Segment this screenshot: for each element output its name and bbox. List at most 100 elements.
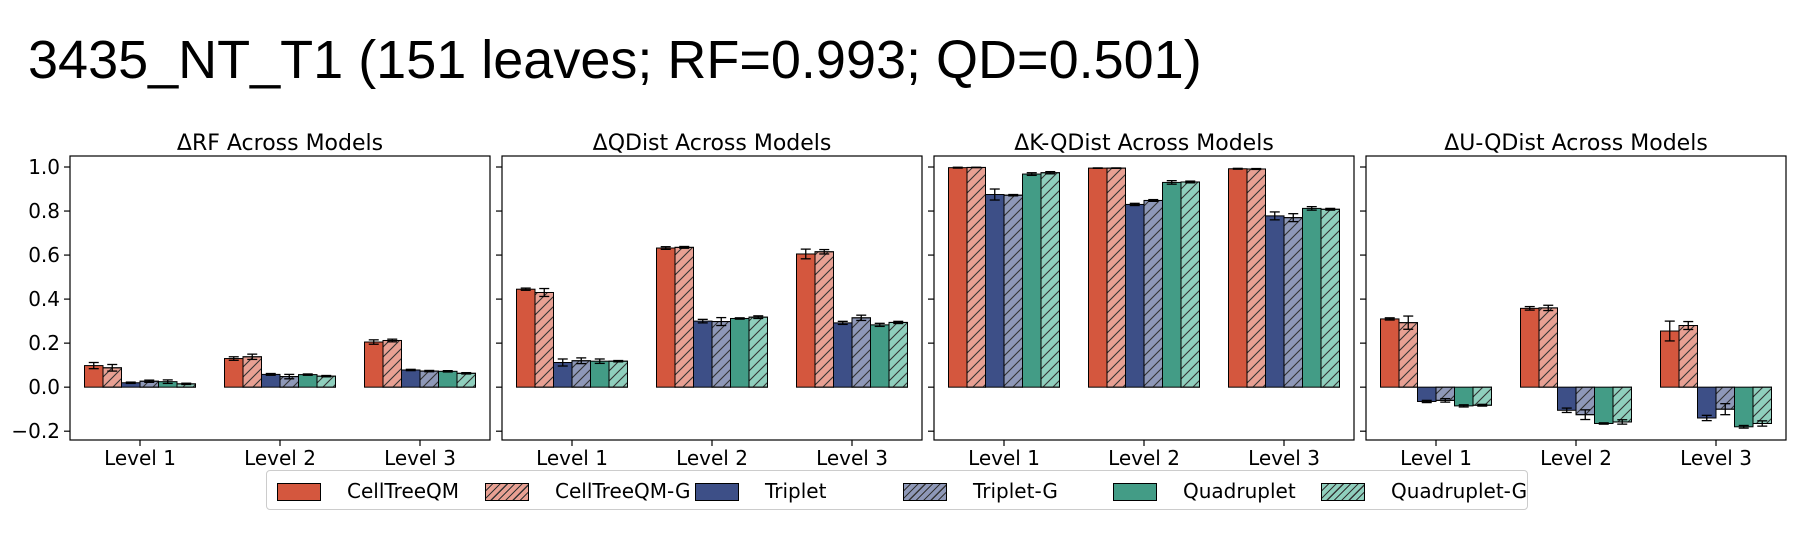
bar — [1302, 207, 1322, 388]
bar-hatch — [534, 291, 554, 388]
panel-title: ΔK-QDist Across Models — [1014, 131, 1274, 156]
bar — [364, 341, 384, 388]
x-tick-label: Level 3 — [384, 446, 456, 470]
bar — [1734, 386, 1754, 428]
bar — [730, 317, 750, 388]
legend-label: Quadruplet — [1183, 479, 1296, 503]
y-tick-label: 0.6 — [28, 243, 60, 267]
bar — [1162, 181, 1182, 388]
bar — [1697, 386, 1717, 419]
y-tick-label: 0.2 — [28, 331, 60, 355]
bar-hatch — [419, 370, 439, 388]
bar — [516, 288, 536, 388]
x-tick-label: Level 2 — [676, 446, 748, 470]
bar — [261, 373, 281, 388]
x-tick-label: Level 2 — [1108, 446, 1180, 470]
y-tick-label: −0.2 — [11, 419, 60, 443]
legend-swatch — [695, 483, 739, 501]
bar-hatch — [456, 372, 476, 388]
bar — [1088, 167, 1108, 388]
bar — [833, 322, 853, 388]
bar — [796, 253, 816, 388]
bar-hatch — [1538, 307, 1558, 388]
legend-swatch — [903, 483, 947, 501]
bar — [1557, 386, 1577, 411]
panel-2: ΔQDist Across Models Level 1 Level 2 Level … — [496, 131, 923, 470]
x-tick-label: Level 3 — [1248, 446, 1320, 470]
panel-3: ΔK-QDist Across Models Level 1 Level 2 Leve… — [928, 131, 1355, 470]
legend-label: CellTreeQM-G — [555, 479, 691, 503]
legend-label: CellTreeQM — [347, 479, 460, 503]
bar — [870, 324, 890, 388]
bar-hatch — [1320, 208, 1340, 388]
legend-label: Triplet — [765, 479, 827, 503]
bar-hatch — [382, 339, 402, 388]
bar — [1265, 215, 1285, 388]
bar-hatch — [316, 375, 336, 388]
bar — [656, 247, 676, 388]
axes-frame — [933, 155, 1355, 441]
bar-hatch — [711, 321, 731, 388]
x-tick-label: Level 2 — [1540, 446, 1612, 470]
y-tick-label: 0.4 — [28, 287, 60, 311]
bar — [1380, 318, 1400, 388]
bar — [985, 194, 1005, 388]
bar-hatch — [1678, 325, 1698, 388]
y-tick-label: 0.8 — [28, 199, 60, 223]
bar-hatch — [1003, 194, 1023, 388]
figure-title: 3435_NT_T1 (151 leaves; RF=0.993; QD=0.5… — [28, 30, 1202, 90]
legend: CellTreeQM CellTreeQM-G Triplet Triplet-G Qu… — [266, 470, 1528, 510]
y-tick-label: 1.0 — [28, 155, 60, 179]
bar — [948, 167, 968, 388]
legend-swatch — [277, 483, 321, 501]
bar — [1022, 173, 1042, 388]
bar — [224, 358, 244, 388]
x-tick-label: Level 1 — [968, 446, 1040, 470]
bar-hatch — [1472, 386, 1492, 406]
x-tick-label: Level 1 — [1400, 446, 1472, 470]
bar-hatch — [571, 360, 591, 388]
bar-hatch — [1246, 168, 1266, 388]
bar-hatch — [966, 166, 986, 388]
panel-title: ΔQDist Across Models — [593, 131, 832, 156]
x-tick-label: Level 3 — [1680, 446, 1752, 470]
bar-hatch — [1283, 217, 1303, 388]
bar — [298, 374, 318, 388]
bar — [1228, 168, 1248, 388]
legend-label: Triplet-G — [973, 479, 1058, 503]
bar — [1417, 386, 1437, 402]
x-tick-label: Level 1 — [536, 446, 608, 470]
bar — [590, 360, 610, 388]
bar — [438, 370, 458, 388]
x-tick-label: Level 2 — [244, 446, 316, 470]
bar-hatch — [1752, 386, 1772, 424]
legend-swatch — [485, 483, 529, 501]
axes-frame — [1365, 155, 1787, 441]
panel-title: ΔRF Across Models — [177, 131, 383, 156]
legend-swatch — [1321, 483, 1365, 501]
bar-hatch — [1398, 322, 1418, 388]
bar — [1454, 386, 1474, 407]
bar-hatch — [242, 356, 262, 388]
bar-hatch — [1040, 172, 1060, 388]
bar-hatch — [851, 317, 871, 388]
y-tick-label: 0.0 — [28, 375, 60, 399]
bar-hatch — [814, 251, 834, 388]
bar-hatch — [888, 321, 908, 388]
x-tick-label: Level 3 — [816, 446, 888, 470]
bar-hatch — [1143, 199, 1163, 388]
bar — [693, 320, 713, 388]
bar-hatch — [748, 316, 768, 388]
x-tick-label: Level 1 — [104, 446, 176, 470]
bar-hatch — [1612, 386, 1632, 423]
bar-hatch — [1180, 181, 1200, 388]
bar-hatch — [1106, 167, 1126, 388]
bar-hatch — [608, 360, 628, 388]
panel-1: ΔRF Across Models Level 1 Level 2 Level 3 1.… — [11, 131, 491, 470]
legend-label: Quadruplet-G — [1391, 479, 1528, 503]
bar — [401, 369, 421, 388]
panel-title: ΔU-QDist Across Models — [1444, 131, 1708, 156]
bar — [1520, 307, 1540, 388]
bar — [1594, 386, 1614, 424]
